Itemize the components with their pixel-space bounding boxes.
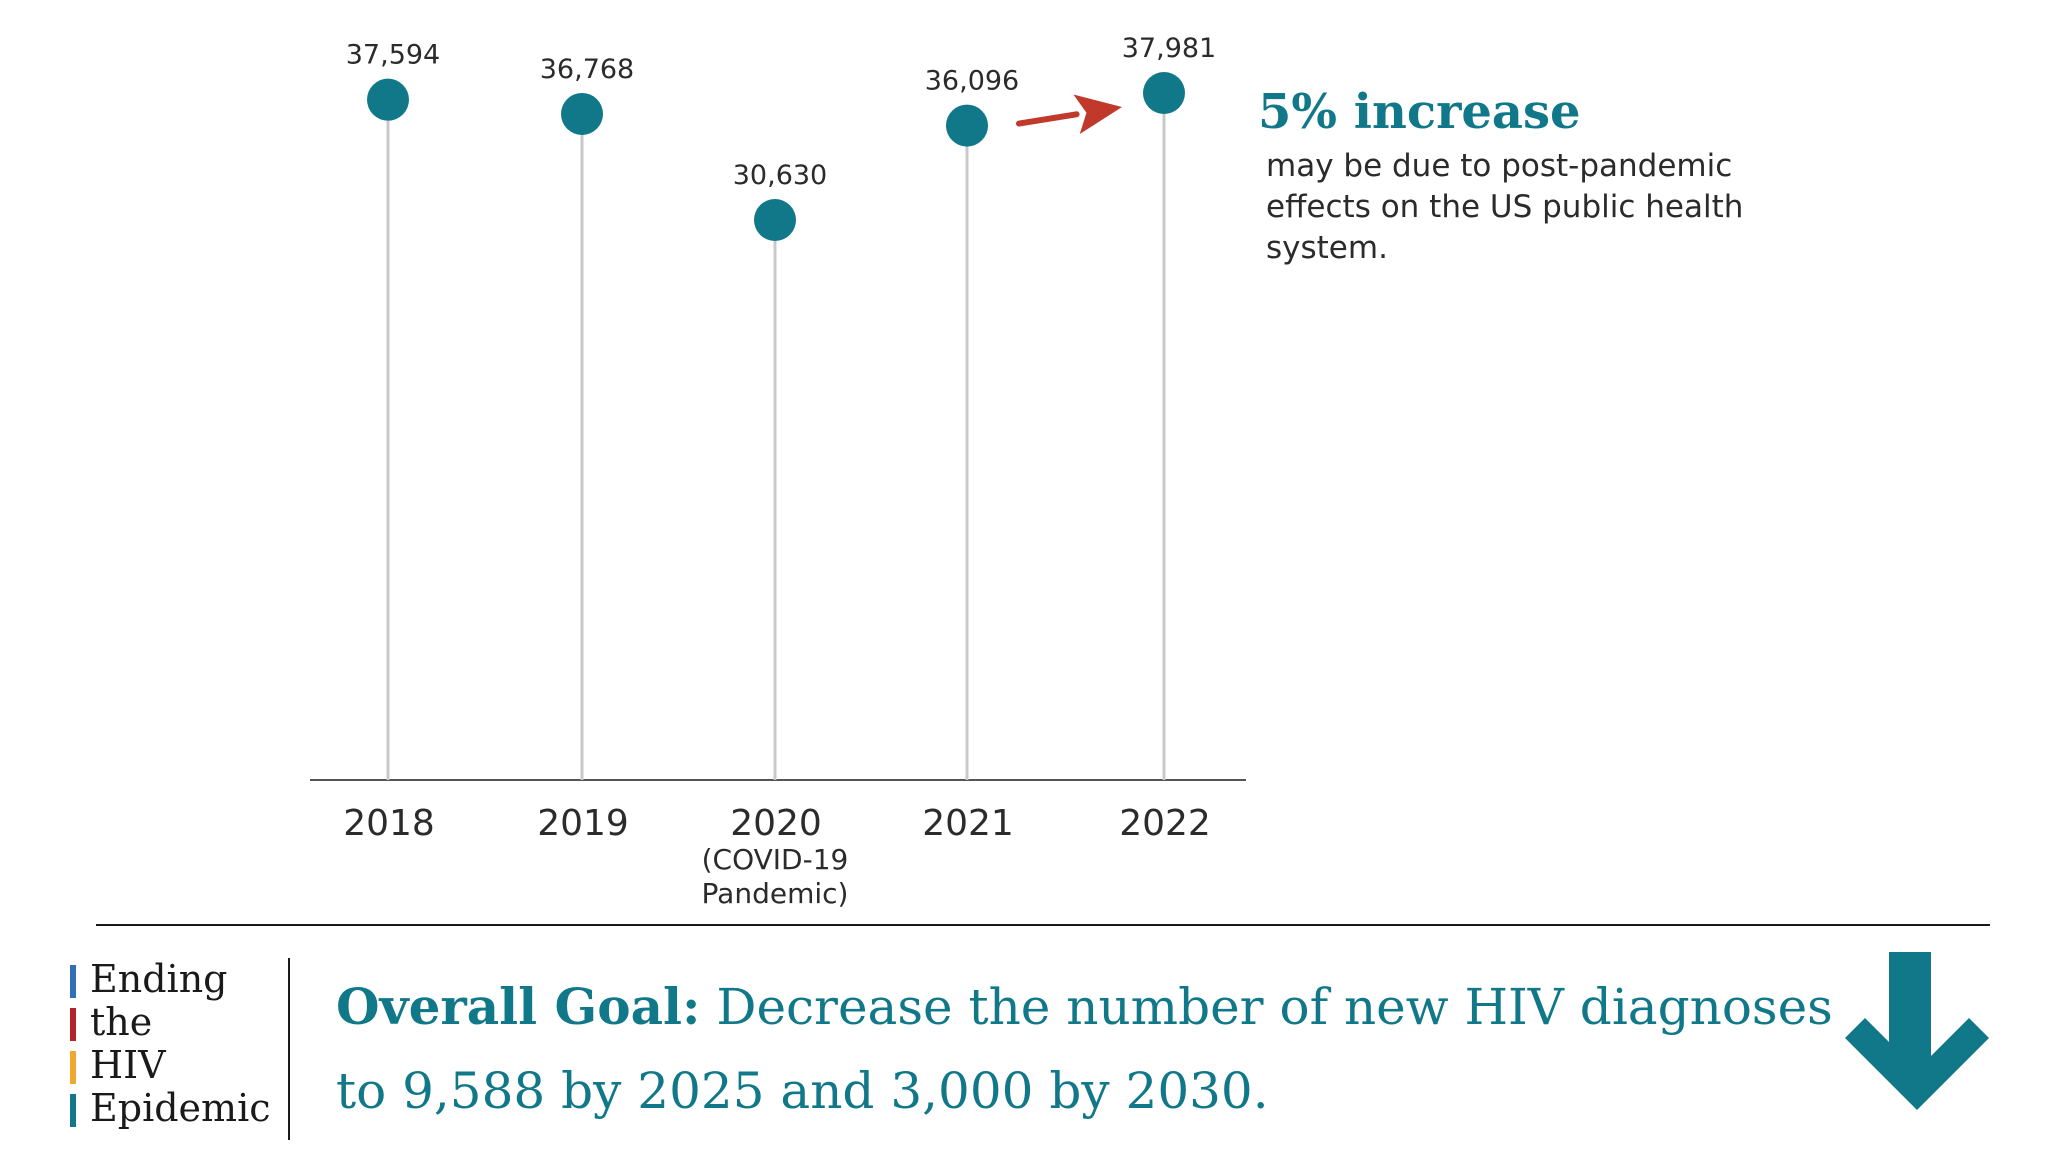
logo-bar-yellow — [70, 1051, 76, 1084]
tick-note-line: Pandemic) — [702, 877, 849, 910]
callout-text: may be due to post-pandemic effects on t… — [1266, 148, 1744, 266]
point-2022 — [1143, 72, 1185, 114]
tick-label-2019: 2019 — [537, 803, 629, 844]
logo-line: Ending — [68, 958, 278, 1001]
tick-label-2020: 2020 — [730, 803, 822, 844]
point-2020 — [754, 199, 796, 241]
logo-word: Epidemic — [90, 1086, 271, 1130]
tick-label-2018: 2018 — [343, 803, 435, 844]
arrow-right-icon — [1016, 111, 1080, 127]
tick-note-2020: (COVID-19 Pandemic) — [702, 843, 849, 910]
goal-label: Overall Goal: — [336, 977, 701, 1036]
point-2019 — [561, 92, 603, 135]
increase-callout: 5% increase may be due to post-pandemic … — [1258, 82, 1818, 269]
logo-word: HIV — [90, 1043, 166, 1087]
lollipop-chart: 37,594 2018 36,768 2019 30,630 2020(COVID-19 P… — [310, 33, 1246, 910]
tick-note-line: (COVID-19 — [702, 843, 849, 876]
arrow-head-shape — [1073, 94, 1122, 135]
goal-text: Decrease the number of new HIV diagnoses… — [336, 978, 1833, 1120]
value-label-2018: 37,594 — [346, 40, 440, 71]
logo-word: Ending — [90, 957, 228, 1001]
value-label-2021: 36,096 — [925, 66, 1019, 97]
value-label-2020: 30,630 — [733, 160, 827, 191]
tick-label-2022: 2022 — [1119, 803, 1211, 844]
tick-label-2021: 2021 — [922, 803, 1014, 844]
value-label-2022: 37,981 — [1122, 33, 1216, 64]
point-2021 — [946, 104, 988, 147]
logo-word: the — [90, 1000, 153, 1044]
arrow-down-icon — [1845, 952, 1989, 1110]
ending-the-hiv-epidemic-logo: Ending the HIV Epidemic — [68, 958, 278, 1130]
point-2018 — [367, 78, 409, 121]
logo-bar-teal — [70, 1094, 76, 1127]
logo-line: HIV — [68, 1044, 278, 1087]
logo-line: Epidemic — [68, 1087, 278, 1130]
logo-bar-blue — [70, 965, 76, 998]
logo-separator — [288, 958, 290, 1140]
logo-bar-red — [70, 1008, 76, 1041]
logo-line: the — [68, 1001, 278, 1044]
section-divider — [96, 924, 1990, 926]
arrow-down-shape — [1845, 952, 1989, 1110]
value-label-2019: 36,768 — [540, 54, 634, 85]
callout-headline: 5% increase — [1258, 84, 1581, 140]
overall-goal: Overall Goal: Decrease the number of new… — [336, 965, 1866, 1133]
